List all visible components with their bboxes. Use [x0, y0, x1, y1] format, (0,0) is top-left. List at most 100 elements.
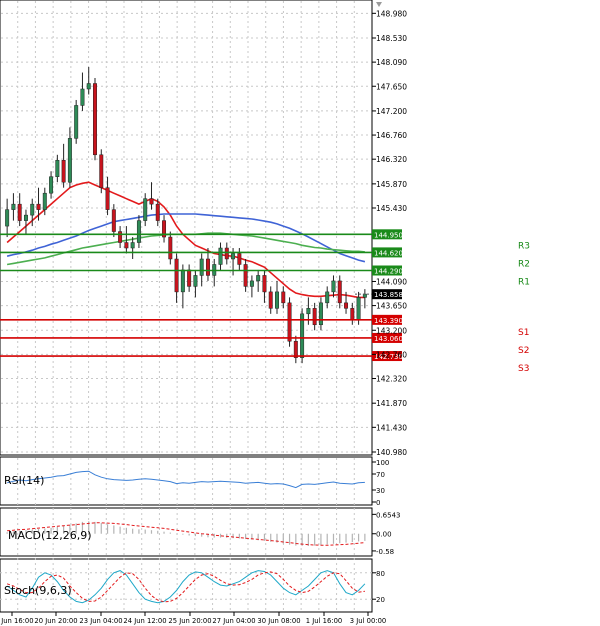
- candle-body[interactable]: [130, 242, 135, 249]
- candle-body[interactable]: [306, 308, 311, 315]
- stoch-main-line: [6, 570, 366, 604]
- candle-body[interactable]: [30, 203, 35, 216]
- candle-body[interactable]: [111, 209, 116, 232]
- level-price-tag: [372, 247, 402, 258]
- candle-body[interactable]: [36, 203, 41, 210]
- candle-body[interactable]: [124, 242, 129, 249]
- x-tick-label: 20 Jun 16:00: [0, 617, 34, 625]
- macd-histogram-bar: [150, 530, 153, 534]
- candle-body[interactable]: [300, 313, 305, 358]
- candle-body[interactable]: [256, 275, 261, 282]
- macd-histogram-bar: [106, 524, 109, 534]
- macd-histogram-bar: [144, 529, 146, 534]
- level-price-label: 144.620: [374, 249, 403, 257]
- candle-body[interactable]: [350, 308, 355, 320]
- level-price-tag: [372, 265, 402, 276]
- macd-histogram-bar: [6, 532, 8, 534]
- candle-body[interactable]: [293, 340, 298, 358]
- candle-body[interactable]: [86, 83, 91, 90]
- level-name-label: R3: [518, 241, 530, 251]
- y-tick-label: 148.090: [376, 58, 407, 67]
- macd-histogram-bar: [238, 533, 240, 539]
- macd-histogram-bar: [100, 523, 102, 534]
- candle-body[interactable]: [143, 198, 148, 221]
- candle-body[interactable]: [218, 247, 223, 265]
- candle-body[interactable]: [55, 160, 60, 177]
- candle-body[interactable]: [136, 220, 141, 243]
- macd-histogram-bar: [157, 530, 159, 534]
- candle-body[interactable]: [118, 231, 123, 243]
- candle-body[interactable]: [312, 308, 317, 326]
- macd-histogram-bar: [339, 533, 341, 544]
- pivot-levels: 144.950 R3 144.620 R2 144.290 R1 143.390 S1 143.…: [0, 229, 530, 374]
- candle-body[interactable]: [337, 280, 342, 304]
- macd-histogram-bar: [364, 533, 366, 541]
- candle-body[interactable]: [93, 83, 97, 156]
- macd-histogram-bar: [345, 533, 347, 543]
- macd-histogram-bar: [25, 530, 27, 534]
- x-tick-label: 1 Jul 16:00: [306, 617, 342, 625]
- candle-body[interactable]: [262, 275, 267, 293]
- macd-histogram-bar: [138, 529, 140, 534]
- chart-shift-icon[interactable]: [376, 2, 382, 7]
- candle-body[interactable]: [162, 220, 167, 238]
- candle-body[interactable]: [187, 269, 192, 287]
- candle-body[interactable]: [344, 302, 349, 309]
- candle-body[interactable]: [17, 203, 22, 221]
- level-price-tag: [372, 332, 402, 343]
- candle-body[interactable]: [23, 214, 28, 221]
- candle-body[interactable]: [275, 291, 279, 309]
- macd-histogram-bar: [163, 531, 165, 534]
- candle-body[interactable]: [193, 275, 198, 287]
- level-price-tag: [372, 351, 402, 362]
- candle-body[interactable]: [325, 291, 330, 304]
- candle-body[interactable]: [155, 203, 160, 221]
- stoch-label: Stoch(9,6,3): [4, 584, 72, 597]
- candle-body[interactable]: [318, 302, 323, 326]
- macd-histogram-bar: [88, 521, 90, 534]
- macd-histogram-bar: [213, 533, 215, 538]
- y-tick-label: 147.650: [376, 82, 407, 91]
- candle-body[interactable]: [180, 269, 185, 293]
- candle-body[interactable]: [356, 297, 361, 320]
- x-tick-label: 23 Jun 04:00: [79, 617, 122, 625]
- candle-body[interactable]: [281, 291, 286, 304]
- candle-body[interactable]: [249, 280, 254, 287]
- macd-y-tick-label: 0.6543: [376, 511, 401, 519]
- candle-body[interactable]: [287, 302, 292, 342]
- macd-histogram-bar: [219, 533, 222, 538]
- candle-body[interactable]: [205, 258, 210, 276]
- candle-body[interactable]: [67, 138, 72, 183]
- macd-histogram-bar: [50, 527, 52, 534]
- x-tick-label: 20 Jun 20:00: [34, 617, 77, 625]
- macd-histogram-bar: [12, 531, 15, 534]
- candle-body[interactable]: [105, 187, 110, 210]
- candle-body[interactable]: [61, 160, 66, 183]
- candle-body[interactable]: [231, 253, 236, 260]
- candle-body[interactable]: [237, 253, 242, 265]
- stoch-panel-frame: [0, 558, 373, 613]
- scroll-marker[interactable]: [376, 2, 382, 7]
- candle-body[interactable]: [99, 154, 104, 188]
- candle-body[interactable]: [5, 209, 10, 227]
- candle-body[interactable]: [74, 105, 79, 139]
- candle-body[interactable]: [49, 176, 54, 194]
- candle-body[interactable]: [268, 291, 273, 309]
- candle-body[interactable]: [243, 264, 248, 287]
- candle-body[interactable]: [168, 236, 173, 260]
- y-tick-label: 148.530: [376, 34, 407, 43]
- candle-body[interactable]: [331, 280, 336, 293]
- candle-body[interactable]: [42, 192, 47, 210]
- macd-histogram-bar: [19, 530, 21, 534]
- candle-body[interactable]: [80, 88, 85, 106]
- macd-histogram-bar: [182, 533, 184, 535]
- macd-histogram-bar: [169, 532, 171, 534]
- candle-body[interactable]: [199, 258, 204, 276]
- candle-body[interactable]: [11, 203, 16, 210]
- level-price-label: 144.290: [374, 267, 403, 275]
- candle-body[interactable]: [174, 258, 179, 293]
- candle-body[interactable]: [224, 247, 229, 260]
- candle-body[interactable]: [149, 198, 154, 205]
- y-tick-label: 146.760: [376, 131, 407, 140]
